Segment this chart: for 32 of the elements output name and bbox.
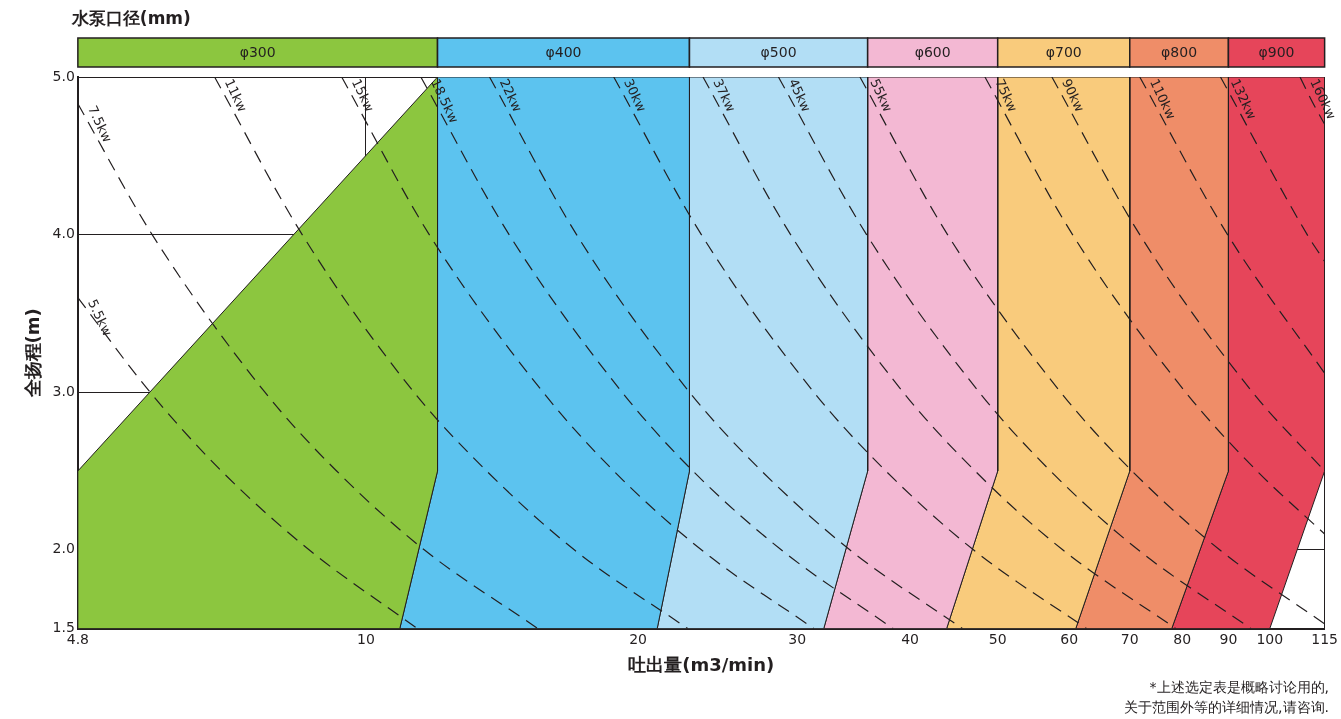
x-tick-label: 90 <box>1219 630 1238 647</box>
series-label: φ800 <box>1161 43 1198 60</box>
text: *上述选定表是概略讨论用的, <box>1149 678 1329 695</box>
x-tick-label: 60 <box>1060 630 1079 647</box>
text: 11kw <box>221 76 251 115</box>
text: 90kw <box>1059 76 1088 115</box>
x-tick-label: 40 <box>901 630 920 647</box>
series-label: φ500 <box>760 43 797 60</box>
y-tick-label: 5.0 <box>52 67 75 84</box>
series-label: φ700 <box>1045 43 1082 60</box>
text: 55kw <box>867 76 896 115</box>
y-tick-label: 2.0 <box>52 540 75 557</box>
x-tick-label: 20 <box>629 630 647 647</box>
text: 关于范围外等的详细情况,请咨询. <box>1124 698 1329 715</box>
x-tick-label: 30 <box>788 630 807 647</box>
text: 75kw <box>992 76 1021 115</box>
y-axis-title: 全扬程(m) <box>22 308 44 399</box>
series-label: φ900 <box>1258 43 1295 60</box>
x-tick-label: 115 <box>1311 630 1339 647</box>
x-axis-title: 吐出量(m3/min) <box>628 653 775 675</box>
y-tick-label: 3.0 <box>52 382 75 399</box>
legend-title: 水泵口径(mm) <box>70 8 191 29</box>
text: 7.5kw <box>85 103 116 145</box>
x-tick-label: 50 <box>988 630 1007 647</box>
x-tick-label: 80 <box>1173 630 1192 647</box>
y-tick-label: 4.0 <box>52 225 75 242</box>
x-tick-label: 10 <box>357 630 375 647</box>
series-label: φ600 <box>914 43 951 60</box>
x-tick-label: 70 <box>1120 630 1139 647</box>
x-tick-label: 100 <box>1256 630 1284 647</box>
text: φ300 <box>239 43 276 60</box>
series-label: φ400 <box>545 43 582 60</box>
